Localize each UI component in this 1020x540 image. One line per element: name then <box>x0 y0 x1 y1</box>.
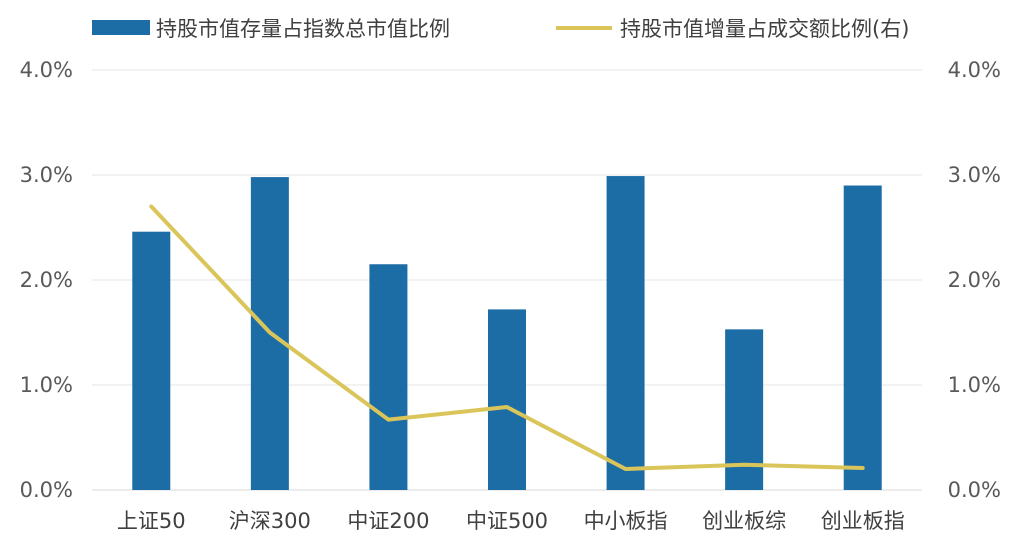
bar <box>369 264 408 490</box>
y-right-tick-label: 3.0% <box>948 163 1001 187</box>
x-category-label: 沪深300 <box>229 509 311 533</box>
y-left-tick-label: 3.0% <box>20 163 73 187</box>
legend-line-label: 持股市值增量占成交额比例(右) <box>620 17 909 41</box>
y-right-tick-label: 4.0% <box>948 58 1001 82</box>
y-left-tick-label: 0.0% <box>20 478 73 502</box>
x-category-label: 创业板综 <box>702 509 786 533</box>
x-category-label: 中证500 <box>466 509 548 533</box>
line-series <box>149 204 865 471</box>
x-category-label: 中证200 <box>347 509 429 533</box>
y-right-tick-label: 1.0% <box>948 373 1001 397</box>
x-category-label: 上证50 <box>117 509 186 533</box>
legend: 持股市值存量占指数总市值比例 持股市值增量占成交额比例(右) <box>92 17 909 41</box>
y-left-tick-label: 1.0% <box>20 373 73 397</box>
y-axis-ticks: 0.0% 1.0% 2.0% 3.0% 4.0% 0.0% 1.0% 2.0% 3.0% 4.0% <box>20 58 1001 502</box>
legend-bar-swatch <box>92 20 150 35</box>
bar-series <box>132 176 882 491</box>
bar <box>606 176 645 491</box>
bar <box>843 185 882 490</box>
x-axis-categories: 上证50 沪深300 中证200 中证500 中小板指 创业板综 创业板指 <box>117 509 905 533</box>
y-left-tick-label: 2.0% <box>20 268 73 292</box>
legend-bar-label: 持股市值存量占指数总市值比例 <box>156 17 450 41</box>
y-right-tick-label: 0.0% <box>948 478 1001 502</box>
y-right-tick-label: 2.0% <box>948 268 1001 292</box>
bar <box>132 231 171 490</box>
bar <box>488 309 526 490</box>
gridlines <box>92 69 922 491</box>
x-category-label: 中小板指 <box>584 509 668 533</box>
y-left-tick-label: 4.0% <box>20 58 73 82</box>
x-category-label: 创业板指 <box>821 509 905 533</box>
